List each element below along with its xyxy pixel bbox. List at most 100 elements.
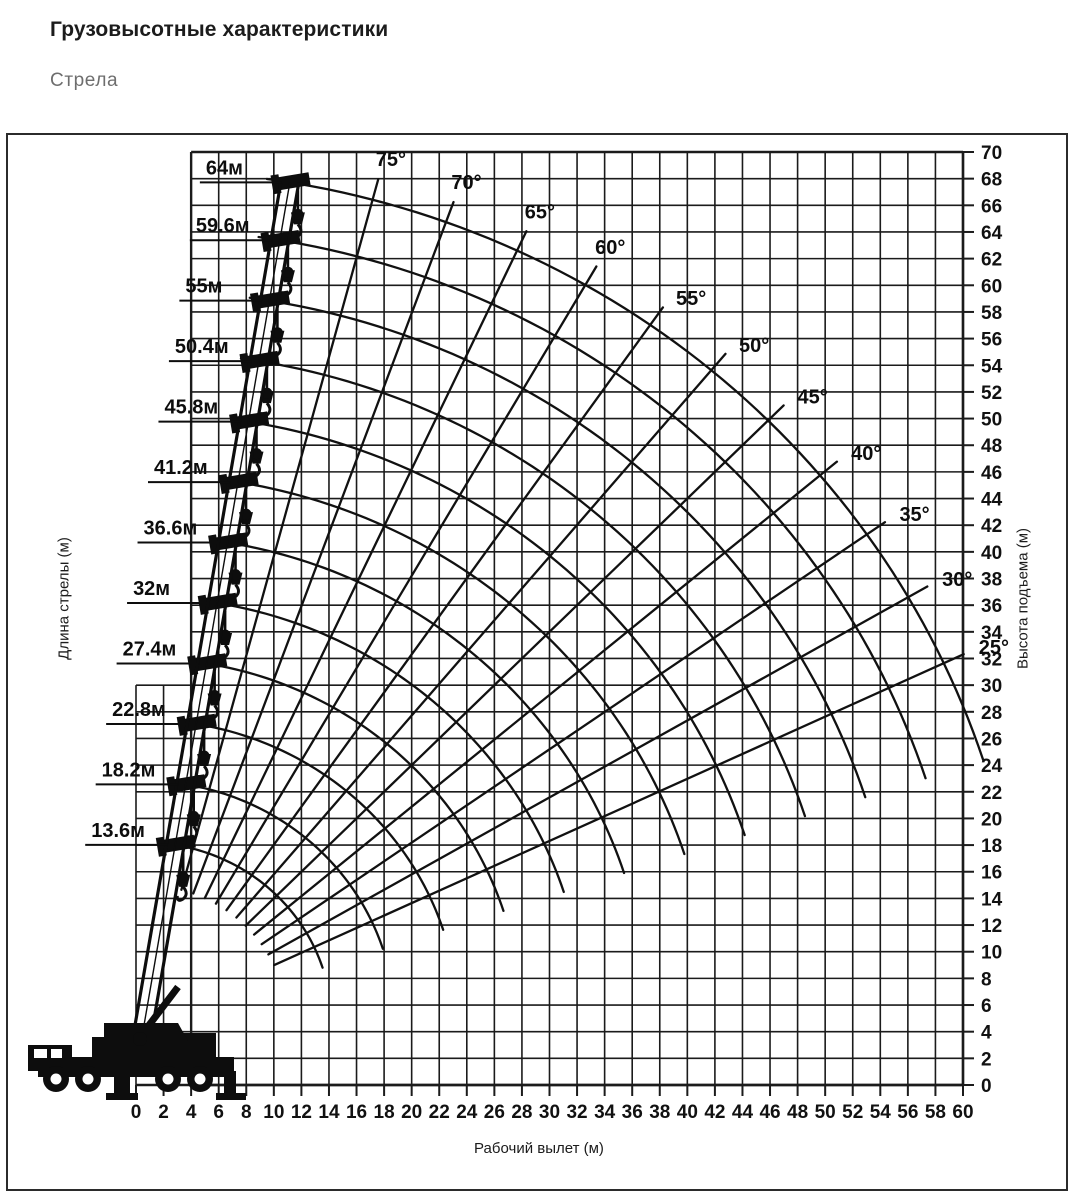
x-axis-tick-label: 38 xyxy=(649,1102,670,1123)
boom-length-label: 36.6м xyxy=(144,518,198,540)
y-axis-tick-label: 22 xyxy=(981,783,1002,804)
outrigger-pad-rear xyxy=(216,1093,246,1100)
outrigger-pad-front xyxy=(106,1093,138,1100)
boom-center-line xyxy=(143,182,291,1024)
boom-angle-ray xyxy=(260,521,887,946)
boom-angle-label: 25° xyxy=(979,637,1009,659)
y-axis-tick-label: 58 xyxy=(981,303,1002,324)
x-axis-tick-label: 4 xyxy=(186,1102,197,1123)
boom-length-label: 13.6м xyxy=(91,820,145,842)
boom-length-labels: 64м 59.6м 55м 50.4м 45.8м 41.2м 36.6м 32м 27.4м 2… xyxy=(85,157,282,846)
x-axis-tick-label: 24 xyxy=(456,1102,478,1123)
boom-angle-label: 70° xyxy=(451,172,481,194)
boom-angle-ray xyxy=(244,404,785,927)
boom-length-label: 32м xyxy=(133,578,170,600)
x-axis-tick-label: 44 xyxy=(732,1102,754,1123)
x-axis-tick-label: 42 xyxy=(704,1102,725,1123)
y-axis-tick-label: 30 xyxy=(981,676,1002,697)
boom-angle-rays xyxy=(180,177,965,967)
boom-length-label: 18.2м xyxy=(102,759,156,781)
y-axis-tick-label: 2 xyxy=(981,1049,992,1070)
wheel-hub xyxy=(50,1073,62,1085)
y-axis-tick-label: 38 xyxy=(981,570,1002,591)
y-axis-tick-label: 44 xyxy=(981,490,1003,511)
axis-ticks: 0 2 4 6 8 10 12 14 16 18 20 22 24 26 28 30 32 34 36 38 40 42 4… xyxy=(131,143,1003,1123)
y-axis-tick-label: 32 xyxy=(981,649,1002,670)
y-axis-tick-label: 8 xyxy=(981,969,992,990)
y-axis-tick-label: 36 xyxy=(981,596,1002,617)
x-axis-tick-label: 16 xyxy=(346,1102,367,1123)
boom-angle-label: 30° xyxy=(942,569,972,591)
y-axis-tick-label: 60 xyxy=(981,276,1002,297)
boom-angle-label: 35° xyxy=(899,504,929,526)
telescopic-boom xyxy=(133,172,311,1024)
boom-angle-label: 60° xyxy=(595,237,625,259)
x-axis-tick-label: 56 xyxy=(897,1102,918,1123)
chart-frame: 0 2 4 6 8 10 12 14 16 18 20 22 24 26 28 30 32 34 36 38 40 42 4… xyxy=(6,133,1068,1191)
y-axis-tick-label: 48 xyxy=(981,436,1002,457)
boom-head-body xyxy=(272,172,311,191)
cab-window-2 xyxy=(51,1049,62,1058)
y-axis-tick-label: 0 xyxy=(981,1076,992,1097)
x-axis-tick-label: 8 xyxy=(241,1102,252,1123)
boom-length-label: 45.8м xyxy=(164,397,218,419)
y-axis-tick-label: 10 xyxy=(981,943,1002,964)
x-axis-title: Рабочий вылет (м) xyxy=(474,1140,604,1157)
boom-angle-label: 40° xyxy=(851,443,881,465)
boom-edge-right xyxy=(151,182,301,1024)
x-axis-tick-label: 6 xyxy=(213,1102,224,1123)
y-axis-tick-label: 52 xyxy=(981,383,1002,404)
boom-angle-labels: 75° 70° 65° 60° 55° 50° 45° 40° 35° 30° 25° xyxy=(376,149,1009,659)
boom-angle-ray xyxy=(235,352,727,919)
cab-window xyxy=(34,1049,47,1058)
boom-angle-label: 50° xyxy=(739,335,769,357)
boom-angle-ray xyxy=(267,585,929,956)
boom-angle-ray xyxy=(252,460,839,936)
x-axis-tick-label: 58 xyxy=(925,1102,946,1123)
boom-angle-label: 45° xyxy=(798,387,828,409)
y-axis-tick-label: 26 xyxy=(981,729,1002,750)
boom-length-label: 22.8м xyxy=(112,699,166,721)
load-height-chart: 0 2 4 6 8 10 12 14 16 18 20 22 24 26 28 30 32 34 36 38 40 42 4… xyxy=(28,143,1009,1123)
x-axis-tick-label: 48 xyxy=(787,1102,808,1123)
luffing-cylinder xyxy=(137,984,181,1040)
y-axis-tick-label: 46 xyxy=(981,463,1002,484)
y-axis-tick-label: 66 xyxy=(981,196,1002,217)
y-axis-tick-label: 62 xyxy=(981,250,1002,271)
y-axis-tick-label: 50 xyxy=(981,410,1002,431)
boom-angle-ray xyxy=(214,265,598,905)
hook-tip xyxy=(175,885,188,902)
boom-length-label: 55м xyxy=(185,276,222,298)
boom-angle-label: 55° xyxy=(676,288,706,310)
x-axis-tick-label: 18 xyxy=(374,1102,395,1123)
y-axis-tick-label: 34 xyxy=(981,623,1003,644)
boom-length-label: 50.4м xyxy=(175,336,229,358)
boom-angle-ray xyxy=(225,306,665,912)
y-axis-left-title: Длина стрелы (м) xyxy=(55,537,73,660)
y-axis-tick-label: 18 xyxy=(981,836,1002,857)
y-axis-tick-label: 6 xyxy=(981,996,992,1017)
operator-cab xyxy=(92,1037,108,1063)
x-axis-tick-label: 32 xyxy=(566,1102,587,1123)
x-axis-tick-label: 2 xyxy=(158,1102,169,1123)
x-axis-tick-label: 50 xyxy=(815,1102,836,1123)
y-axis-tick-label: 70 xyxy=(981,143,1002,164)
x-axis-tick-label: 60 xyxy=(952,1102,973,1123)
x-axis-tick-label: 30 xyxy=(539,1102,560,1123)
x-axis-tick-label: 34 xyxy=(594,1102,616,1123)
outrigger-rear xyxy=(224,1071,236,1097)
y-axis-tick-label: 28 xyxy=(981,703,1002,724)
chart-grid xyxy=(189,150,965,1087)
boom-foot-pin xyxy=(133,1032,147,1046)
y-axis-tick-label: 68 xyxy=(981,170,1002,191)
y-axis-tick-label: 40 xyxy=(981,543,1002,564)
boom-angle-ray xyxy=(192,200,455,895)
boom-length-label: 27.4м xyxy=(123,638,177,660)
y-axis-tick-label: 14 xyxy=(981,889,1003,910)
boom-length-label: 59.6м xyxy=(196,215,250,237)
boom-angle-ray xyxy=(180,177,380,891)
x-axis-tick-label: 46 xyxy=(759,1102,780,1123)
y-axis-tick-label: 54 xyxy=(981,356,1003,377)
boom-angle-label: 75° xyxy=(376,149,406,171)
